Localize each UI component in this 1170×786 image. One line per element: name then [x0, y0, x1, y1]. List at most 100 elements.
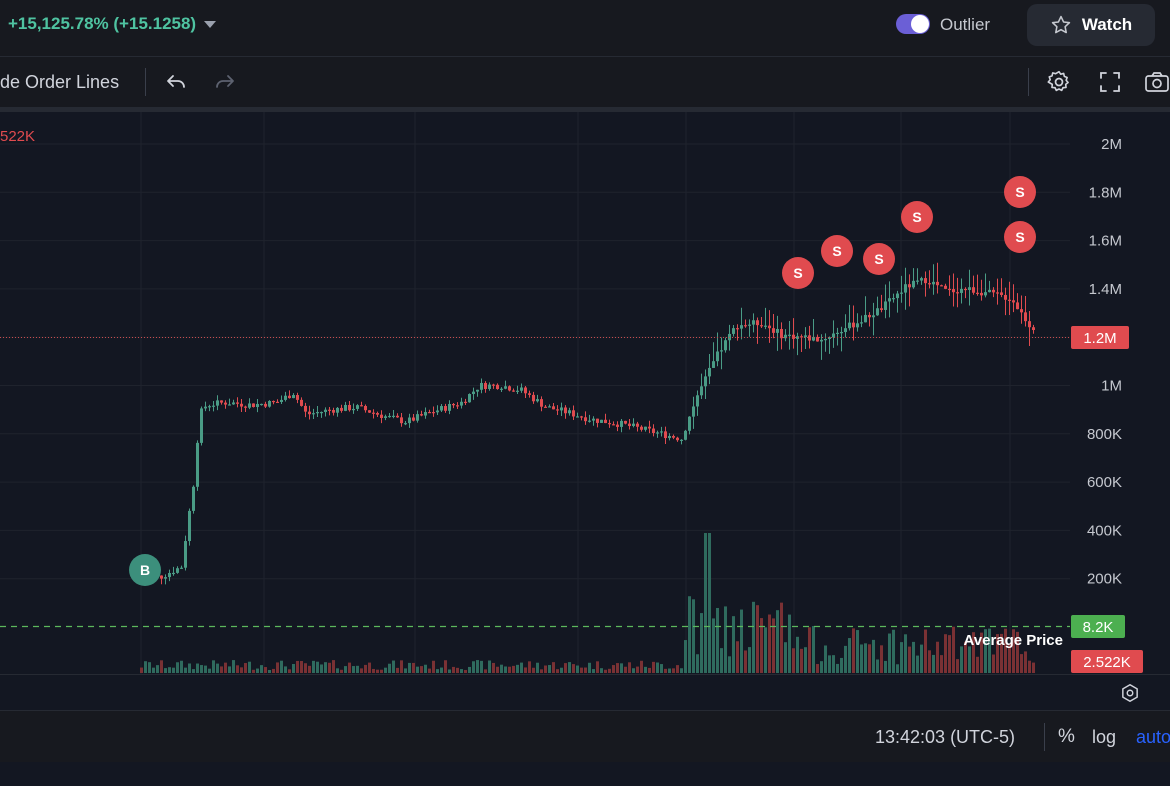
auto-scale-toggle[interactable]: auto	[1136, 727, 1170, 747]
candlestick-series	[140, 262, 1035, 585]
volume-bar	[284, 666, 287, 673]
candle-body	[940, 285, 943, 287]
caret-down-icon[interactable]	[204, 20, 217, 28]
candle-body	[388, 415, 391, 418]
volume-bar	[804, 647, 807, 673]
redo-icon[interactable]	[212, 69, 238, 95]
volume-tag: 2.522K	[1071, 650, 1143, 673]
footer-bar: 13:42:03 (UTC-5) % log auto	[0, 710, 1170, 763]
candle-body	[432, 412, 435, 414]
y-tick-label: 2M	[1101, 136, 1122, 153]
volume-bar	[1012, 629, 1015, 673]
volume-bar	[1024, 651, 1027, 673]
gear-icon[interactable]	[1046, 69, 1072, 95]
candle-body	[348, 404, 351, 411]
volume-bar	[764, 627, 767, 673]
marker-label: S	[793, 265, 802, 281]
volume-bar	[848, 638, 851, 673]
volume-bar	[604, 669, 607, 673]
chart-grid	[0, 112, 1070, 674]
candle-body	[548, 406, 551, 408]
volume-bar	[932, 654, 935, 673]
candle-body	[784, 334, 787, 339]
volume-bar	[704, 533, 707, 673]
candle-body	[600, 419, 603, 423]
volume-bar	[864, 643, 867, 673]
candle-body	[232, 402, 235, 405]
trade-order-lines-toggle[interactable]: de Order Lines	[0, 72, 120, 92]
volume-bar	[572, 664, 575, 673]
candle-body	[764, 325, 767, 327]
candle-body	[768, 325, 771, 329]
candle-body	[508, 386, 511, 391]
sell-marker[interactable]: S	[782, 257, 814, 289]
candle-body	[948, 288, 951, 291]
candle-body	[804, 335, 807, 337]
volume-bar	[220, 666, 223, 673]
candle-body	[988, 289, 991, 293]
candle-body	[504, 386, 507, 389]
volume-bar	[196, 663, 199, 673]
candle-body	[424, 412, 427, 416]
sell-marker[interactable]: S	[1004, 176, 1036, 208]
top-left-value-label: 522K	[0, 128, 35, 145]
volume-bar	[232, 660, 235, 673]
volume-bar	[856, 630, 859, 673]
sell-marker[interactable]: S	[1004, 221, 1036, 253]
bottom-strip	[0, 762, 1170, 786]
volume-bar	[568, 662, 571, 673]
volume-bar	[204, 665, 207, 673]
volume-bar	[372, 668, 375, 673]
outlier-toggle[interactable]	[896, 14, 930, 34]
volume-bar	[316, 661, 319, 673]
volume-bar	[744, 650, 747, 673]
candle-body	[484, 382, 487, 389]
volume-bar	[332, 660, 335, 673]
candle-body	[300, 399, 303, 406]
volume-bar	[644, 666, 647, 673]
y-tick-label: 600K	[1087, 474, 1122, 491]
candle-body	[884, 301, 887, 310]
candle-body	[756, 320, 759, 326]
volume-bar	[532, 667, 535, 673]
undo-icon[interactable]	[163, 69, 189, 95]
volume-bar	[576, 665, 579, 673]
camera-icon[interactable]	[1144, 69, 1170, 95]
volume-bar	[868, 644, 871, 673]
volume-bar	[908, 646, 911, 673]
percent-scale-toggle[interactable]: %	[1058, 726, 1075, 747]
buy-marker[interactable]: B	[129, 554, 161, 586]
sell-marker[interactable]: S	[863, 243, 895, 275]
log-scale-toggle[interactable]: log	[1092, 727, 1117, 747]
volume-bar	[508, 666, 511, 673]
volume-bar	[320, 664, 323, 673]
sell-marker[interactable]: S	[821, 235, 853, 267]
volume-bar	[288, 669, 291, 673]
candle-body	[316, 412, 319, 414]
volume-bar	[964, 641, 967, 673]
candle-body	[656, 432, 659, 434]
candle-body	[228, 404, 231, 406]
y-tick-label: 1M	[1101, 378, 1122, 395]
volume-bar	[824, 645, 827, 673]
volume-bar	[688, 596, 691, 673]
volume-bar	[536, 662, 539, 673]
candle-body	[568, 410, 571, 414]
volume-bar	[928, 650, 931, 673]
volume-bar	[720, 648, 723, 673]
watch-button[interactable]: Watch	[1027, 4, 1155, 46]
candle-body	[192, 486, 195, 511]
sell-marker[interactable]: S	[901, 201, 933, 233]
axis-settings-icon[interactable]	[1119, 682, 1141, 704]
volume-bar	[180, 660, 183, 673]
candle-body	[592, 418, 595, 421]
fullscreen-icon[interactable]	[1097, 69, 1123, 95]
volume-bar	[940, 655, 943, 673]
volume-bar	[716, 607, 719, 673]
volume-bar	[612, 665, 615, 673]
volume-bar	[724, 606, 727, 673]
volume-bar	[1032, 662, 1035, 673]
toggle-knob	[911, 15, 929, 33]
price-change[interactable]: +15,125.78% (+15.1258)	[8, 14, 217, 34]
